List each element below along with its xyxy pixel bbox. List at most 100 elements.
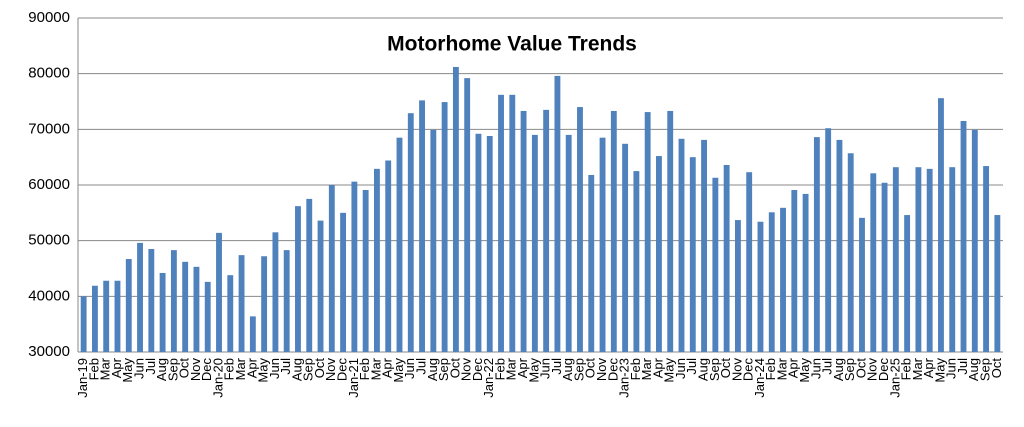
- x-tick-label: Feb: [899, 358, 914, 380]
- bar: [91, 285, 98, 352]
- x-tick-label: Dec: [335, 358, 350, 382]
- x-tick-label: Sep: [165, 358, 180, 381]
- x-tick-label: Apr: [515, 357, 530, 378]
- x-tick-label: Jan-20: [210, 358, 225, 398]
- x-tick-label: May: [256, 358, 271, 383]
- bar: [272, 232, 279, 352]
- x-tick-label: Aug: [831, 358, 846, 381]
- x-tick-label: Feb: [222, 358, 237, 380]
- bar: [193, 266, 200, 352]
- x-tick-label: Jul: [820, 358, 835, 375]
- bar: [712, 177, 719, 352]
- bar: [283, 250, 290, 352]
- x-tick-label: Jun: [131, 358, 146, 379]
- bar: [385, 160, 392, 352]
- x-tick-label: Feb: [357, 358, 372, 380]
- y-tick-label: 70000: [28, 120, 70, 137]
- x-tick-label: Feb: [86, 358, 101, 380]
- x-tick-label: Jan-24: [752, 358, 767, 398]
- x-tick-label: Mar: [910, 357, 925, 380]
- x-tick-label: Jul: [278, 358, 293, 375]
- bar: [983, 166, 990, 352]
- bar: [317, 220, 324, 352]
- bar: [768, 212, 775, 352]
- bar: [836, 139, 843, 352]
- bar: [622, 143, 629, 352]
- x-tick-label: Apr: [244, 357, 259, 378]
- x-tick-label: Sep: [978, 358, 993, 381]
- bar: [656, 156, 662, 352]
- x-tick-label: Sep: [301, 358, 316, 381]
- bar: [464, 78, 471, 353]
- x-tick-label: Nov: [865, 358, 880, 382]
- x-tick-label: Aug: [696, 358, 711, 381]
- x-tick-label: Dec: [605, 358, 620, 382]
- bar: [80, 296, 87, 352]
- chart-title: Motorhome Value Trends: [387, 33, 637, 56]
- x-tick-label: Mar: [98, 357, 113, 380]
- bar: [182, 261, 189, 352]
- bar: [249, 316, 256, 352]
- bar: [870, 173, 877, 352]
- bar: [701, 139, 707, 352]
- bar: [295, 206, 301, 352]
- bar: [441, 102, 448, 352]
- bar: [430, 129, 437, 352]
- x-tick-label: Dec: [470, 358, 485, 382]
- x-tick-label: Nov: [323, 358, 338, 382]
- bar: [565, 134, 572, 352]
- x-tick-label: Jul: [143, 358, 158, 375]
- x-tick-label: Mar: [639, 357, 654, 380]
- x-tick-label: Dec: [199, 358, 214, 382]
- x-tick-label: Sep: [436, 358, 451, 381]
- bar: [588, 174, 595, 352]
- bar: [419, 100, 425, 353]
- x-tick-label: Jun: [673, 358, 688, 379]
- x-tick-label: Apr: [786, 357, 801, 378]
- bar: [949, 167, 956, 352]
- bar: [689, 157, 696, 352]
- bar: [813, 137, 820, 352]
- x-tick-label: Jul: [413, 358, 428, 375]
- x-tick-label: Mar: [368, 357, 383, 380]
- x-tick-label: May: [662, 358, 677, 383]
- bar: [148, 249, 155, 352]
- bar: [780, 207, 786, 352]
- bar: [971, 129, 978, 352]
- bar: [938, 98, 944, 352]
- x-tick-label: Jan-25: [887, 358, 902, 398]
- y-tick-label: 80000: [28, 65, 70, 82]
- x-tick-label: Aug: [425, 358, 440, 381]
- bar: [238, 255, 245, 352]
- bar: [103, 280, 110, 352]
- x-tick-label: May: [391, 358, 406, 383]
- bar: [486, 136, 493, 352]
- bar: [159, 272, 166, 352]
- x-tick-label: May: [526, 358, 541, 383]
- bar: [723, 164, 730, 352]
- bar: [362, 190, 369, 352]
- x-tick-label: Apr: [109, 357, 124, 378]
- x-tick-label: Dec: [876, 358, 891, 382]
- x-tick-label: Oct: [447, 358, 462, 379]
- x-tick-label: Jan-22: [481, 358, 496, 398]
- x-tick-label: Jul: [955, 358, 970, 375]
- bar: [757, 221, 764, 352]
- bar: [881, 182, 888, 352]
- bar: [261, 256, 268, 352]
- bar: [509, 94, 516, 352]
- x-tick-label: Apr: [921, 357, 936, 378]
- x-tick-label: Oct: [177, 358, 192, 379]
- bar: [678, 138, 685, 352]
- bar: [960, 120, 967, 352]
- bar: [599, 137, 606, 352]
- bar: [306, 198, 313, 352]
- x-tick-label: Mar: [774, 357, 789, 380]
- x-tick-label: Oct: [853, 358, 868, 379]
- x-tick-label: Oct: [718, 358, 733, 379]
- bar: [859, 217, 865, 352]
- bar: [644, 112, 651, 353]
- bar: [904, 215, 911, 352]
- bar: [374, 168, 380, 352]
- bar: [926, 168, 933, 352]
